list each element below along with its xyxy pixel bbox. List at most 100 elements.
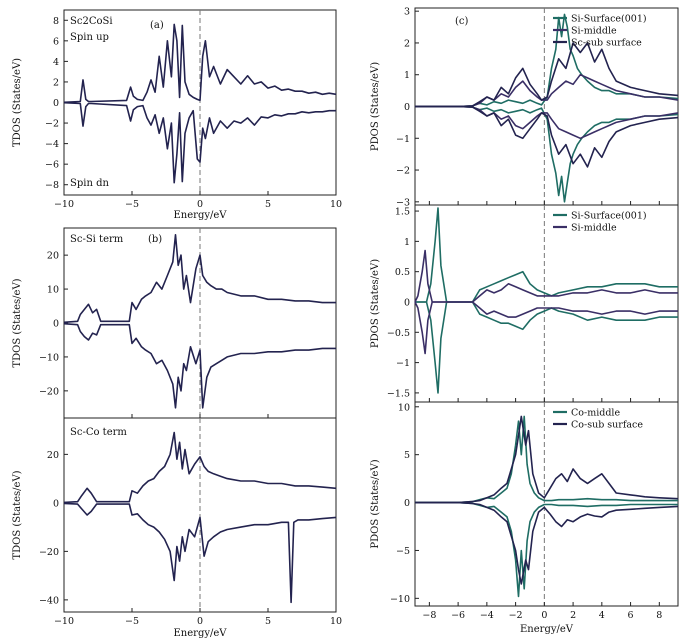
x-tick-label: 2 — [570, 610, 576, 621]
series-line-1 — [63, 322, 336, 409]
legend-entry: Si-middle — [571, 26, 617, 37]
y-tick-label: −40 — [39, 595, 59, 606]
y-tick-label: −6 — [45, 160, 59, 171]
y-tick-label: −1 — [396, 134, 410, 145]
x-tick-label: −10 — [54, 199, 74, 210]
x-tick-label: 6 — [628, 610, 634, 621]
panel-b: −20 −10 0 10 20 TDOS (States/eV) (b) Sc-Si term — [12, 227, 337, 419]
y-tick-label: −20 — [39, 386, 59, 397]
series-line-3 — [415, 501, 679, 585]
series-line-2 — [415, 73, 679, 108]
y-tick-label: 20 — [47, 251, 59, 262]
x-tick-label: 0 — [541, 610, 547, 621]
legend-entry: Co-sub surface — [571, 420, 643, 431]
series-line-0 — [63, 431, 337, 504]
series-line-3 — [415, 105, 679, 140]
panel-label: (b) — [148, 234, 162, 245]
y-tick-label: −4 — [45, 139, 59, 150]
x-tick-label: 10 — [330, 616, 342, 627]
y-tick-label: 2 — [404, 38, 410, 49]
x-tick-label: −4 — [480, 610, 494, 621]
panel-label: (c) — [455, 16, 469, 27]
legend-entry: Si-Surface(001) — [571, 14, 647, 25]
y-tick-label: 5 — [404, 450, 410, 461]
panel-label: (a) — [150, 20, 164, 31]
y-tick-label: −1.5 — [387, 388, 410, 399]
panel-c2: −1.5 −1 −0.5 0 0.5 1 1.5 PDOS (States/eV) Si-Sur… — [370, 204, 679, 403]
y-tick-label: −20 — [39, 547, 59, 558]
y-tick-label: −2 — [45, 119, 59, 130]
y-tick-label: −0.5 — [387, 328, 410, 339]
y-tick-label: −3 — [396, 197, 410, 208]
x-tick-label: 5 — [265, 199, 271, 210]
x-tick-label: 5 — [265, 616, 271, 627]
annotation: Spin up — [70, 32, 109, 43]
x-tick-label: 10 — [330, 199, 342, 210]
y-tick-label: −10 — [390, 594, 410, 605]
series-line-0 — [415, 13, 679, 108]
series-line-0 — [415, 207, 678, 303]
y-tick-label: 0.5 — [395, 267, 410, 278]
annotation: Sc-Co term — [70, 427, 127, 438]
y-axis-label: PDOS (States/eV) — [370, 259, 381, 348]
y-axis-label: PDOS (States/eV) — [370, 459, 381, 548]
series-line-1 — [415, 301, 678, 394]
y-tick-label: 0 — [404, 102, 410, 113]
y-tick-label: −8 — [45, 180, 59, 191]
y-tick-label: 1 — [404, 70, 410, 81]
x-tick-label: 0 — [197, 616, 203, 627]
series-line-0 — [63, 23, 337, 104]
legend-entry: Si-middle — [571, 223, 617, 234]
y-tick-label: 0 — [53, 498, 59, 509]
y-tick-label: −2 — [396, 166, 410, 177]
x-tick-label: −5 — [125, 199, 139, 210]
y-tick-label: 8 — [53, 16, 59, 27]
y-tick-label: 2 — [53, 77, 59, 88]
series-line-3 — [414, 301, 678, 355]
y-axis-label: TDOS (States/eV) — [12, 470, 23, 559]
y-tick-label: 1 — [404, 237, 410, 248]
x-tick-label: 8 — [656, 610, 662, 621]
y-axis-label: TDOS (States/eV) — [12, 278, 23, 367]
series-line-0 — [415, 415, 678, 504]
series-line-1 — [415, 105, 679, 203]
y-tick-label: 10 — [398, 402, 410, 413]
series-line-1 — [63, 101, 336, 184]
legend-entry: Si-Surface(001) — [571, 211, 647, 222]
series-line-2 — [414, 249, 678, 303]
annotation: Spin dn — [70, 178, 109, 189]
y-tick-label: −5 — [396, 546, 410, 557]
series-line-1 — [415, 501, 678, 598]
x-axis-label: Energy/eV — [174, 628, 228, 639]
x-tick-label: 4 — [599, 610, 605, 621]
y-tick-label: −1 — [396, 358, 410, 369]
panel-c3: −10 −5 0 5 10 −8 −6 −4 −2 0 2 4 6 8 PDOS (States/eV) En… — [370, 401, 679, 635]
legend: Si-Surface(001)Si-middle — [553, 211, 647, 234]
y-tick-label: 0 — [53, 319, 59, 330]
y-tick-label: 4 — [53, 57, 59, 68]
y-tick-label: −10 — [39, 352, 59, 363]
series-line-4 — [415, 42, 679, 108]
x-axis-label: Energy/eV — [520, 624, 574, 635]
y-axis-label: TDOS (States/eV) — [12, 58, 23, 147]
x-axis-label: Energy/eV — [174, 210, 228, 221]
x-tick-label: 0 — [197, 199, 203, 210]
plot-frame — [414, 204, 679, 403]
x-tick-label: −8 — [422, 610, 436, 621]
y-tick-label: 10 — [47, 285, 59, 296]
x-tick-label: −5 — [125, 616, 139, 627]
y-tick-label: 20 — [47, 450, 59, 461]
y-axis-label: PDOS (States/eV) — [370, 62, 381, 151]
y-tick-label: 6 — [53, 36, 59, 47]
panel-b2: −40 −20 0 20 −10 −5 0 5 10 TDOS (States/eV) Energy… — [12, 417, 342, 639]
y-tick-label: 0 — [404, 297, 410, 308]
panel-a: −8 −6 −4 −2 0 2 4 6 8 −10 −5 0 5 10 TDOS (States/eV) En… — [12, 9, 342, 221]
annotation: Sc-Si term — [70, 234, 124, 245]
legend-entry: Sc-sub surface — [571, 38, 642, 49]
legend-entry: Co-middle — [571, 408, 620, 419]
series-line-0 — [63, 234, 336, 324]
y-tick-label: 0 — [53, 98, 59, 109]
y-tick-label: 0 — [404, 498, 410, 509]
